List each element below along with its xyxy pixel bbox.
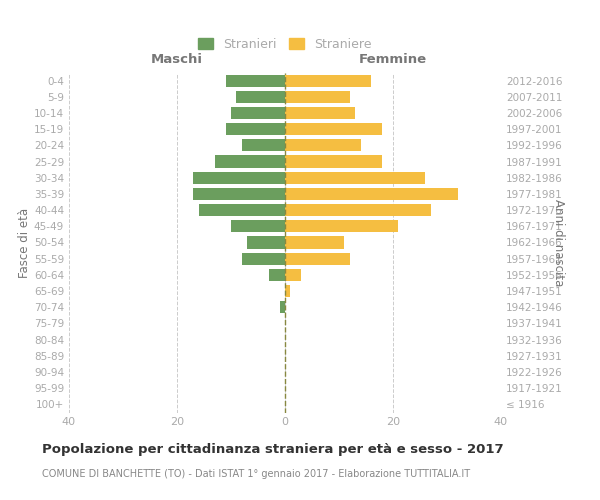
Bar xyxy=(285,204,431,216)
Bar xyxy=(285,107,355,119)
Bar xyxy=(236,90,285,103)
Bar xyxy=(285,252,350,265)
Bar xyxy=(215,156,285,168)
Y-axis label: Anni di nascita: Anni di nascita xyxy=(553,199,565,286)
Bar xyxy=(285,123,382,135)
Text: Maschi: Maschi xyxy=(151,52,203,66)
Y-axis label: Fasce di età: Fasce di età xyxy=(18,208,31,278)
Text: COMUNE DI BANCHETTE (TO) - Dati ISTAT 1° gennaio 2017 - Elaborazione TUTTITALIA.: COMUNE DI BANCHETTE (TO) - Dati ISTAT 1°… xyxy=(42,469,470,479)
Bar xyxy=(199,204,285,216)
Bar xyxy=(285,188,458,200)
Bar xyxy=(193,188,285,200)
Bar xyxy=(285,236,344,248)
Bar xyxy=(285,74,371,86)
Bar xyxy=(285,220,398,232)
Text: Femmine: Femmine xyxy=(359,52,427,66)
Bar xyxy=(242,252,285,265)
Bar xyxy=(226,123,285,135)
Bar xyxy=(231,220,285,232)
Bar xyxy=(285,90,350,103)
Bar xyxy=(269,269,285,281)
Bar xyxy=(285,172,425,184)
Bar xyxy=(285,269,301,281)
Bar xyxy=(231,107,285,119)
Bar xyxy=(285,285,290,297)
Bar xyxy=(285,140,361,151)
Bar xyxy=(285,156,382,168)
Bar xyxy=(280,301,285,314)
Text: Popolazione per cittadinanza straniera per età e sesso - 2017: Popolazione per cittadinanza straniera p… xyxy=(42,442,503,456)
Legend: Stranieri, Straniere: Stranieri, Straniere xyxy=(198,38,372,51)
Bar xyxy=(247,236,285,248)
Bar xyxy=(242,140,285,151)
Bar xyxy=(226,74,285,86)
Bar xyxy=(193,172,285,184)
